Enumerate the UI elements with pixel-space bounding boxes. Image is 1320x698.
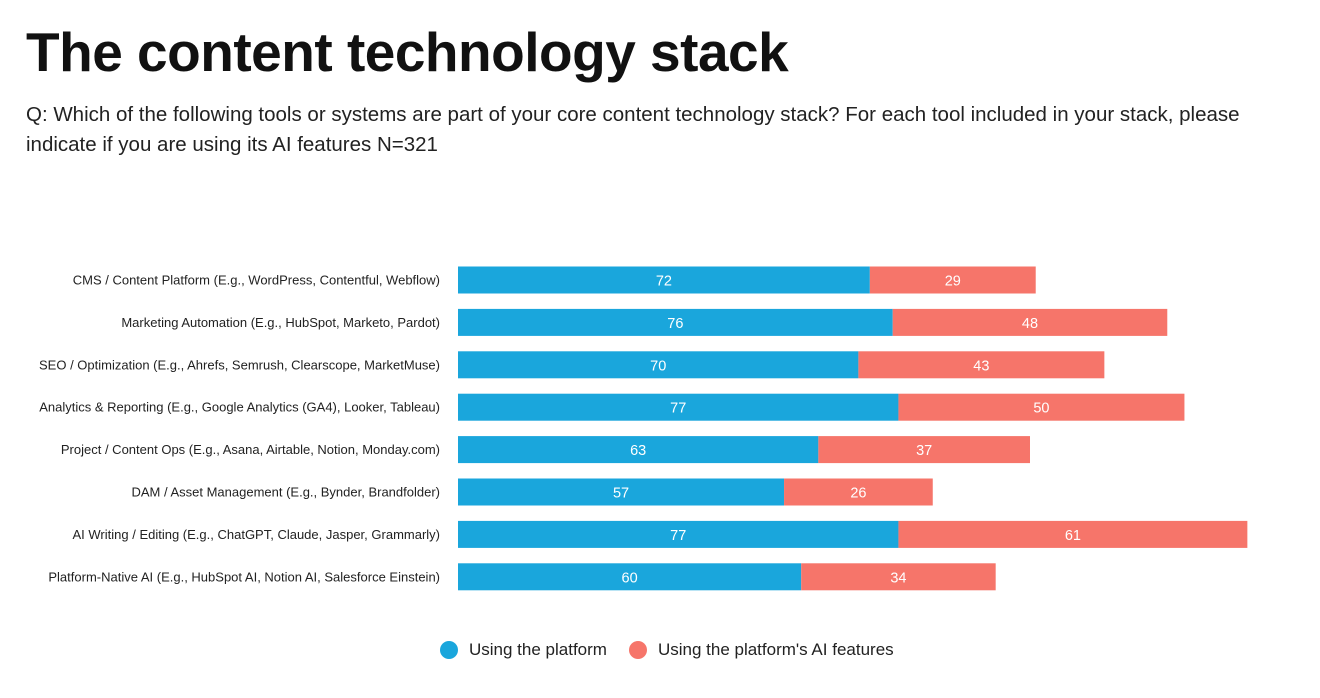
data-label: 37 (916, 443, 932, 459)
legend-label-ai-features: Using the platform's AI features (657, 640, 894, 659)
bar-ai-features (784, 478, 933, 506)
category-label: Marketing Automation (E.g., HubSpot, Mar… (121, 315, 440, 330)
bar-platform (458, 563, 802, 591)
data-label: 57 (613, 486, 629, 502)
data-label: 77 (670, 528, 686, 544)
data-label: 26 (850, 486, 866, 502)
data-label: 77 (670, 401, 686, 417)
legend: Using the platform Using the platform's … (440, 640, 916, 660)
category-label: Analytics & Reporting (E.g., Google Anal… (39, 400, 440, 415)
page-title: The content technology stack (26, 21, 789, 83)
data-label: 63 (630, 443, 646, 459)
category-label: CMS / Content Platform (E.g., WordPress,… (73, 273, 440, 288)
legend-label-platform: Using the platform (469, 640, 607, 659)
legend-item-platform: Using the platform (440, 640, 607, 660)
data-label: 61 (1065, 528, 1081, 544)
category-label: Project / Content Ops (E.g., Asana, Airt… (61, 442, 440, 457)
data-label: 48 (1022, 316, 1038, 332)
legend-item-ai-features: Using the platform's AI features (628, 640, 894, 660)
data-label: 72 (656, 274, 672, 290)
data-label: 70 (650, 358, 666, 374)
bar-ai-features (858, 351, 1105, 379)
data-label: 76 (667, 316, 683, 332)
data-label: 43 (973, 358, 989, 374)
data-label: 60 (622, 570, 638, 586)
category-label: Platform-Native AI (E.g., HubSpot AI, No… (48, 569, 440, 584)
bar-platform (458, 266, 870, 294)
data-label: 29 (945, 274, 961, 290)
bar-platform (458, 478, 785, 506)
bar-ai-features (892, 308, 1168, 336)
bar-ai-features (898, 393, 1185, 421)
category-label: AI Writing / Editing (E.g., ChatGPT, Cla… (73, 527, 441, 542)
category-label: DAM / Asset Management (E.g., Bynder, Br… (131, 485, 440, 500)
category-label: SEO / Optimization (E.g., Ahrefs, Semrus… (39, 357, 440, 372)
legend-swatch-platform (440, 641, 458, 659)
bar-ai-features (801, 563, 996, 591)
bar-ai-features (818, 436, 1030, 464)
bar-ai-features (898, 520, 1248, 548)
data-label: 34 (890, 570, 906, 586)
bar-platform (458, 520, 899, 548)
data-label: 50 (1033, 401, 1049, 417)
bar-platform (458, 436, 819, 464)
chart-subtitle: Q: Which of the following tools or syste… (26, 103, 1240, 156)
bar-platform (458, 393, 899, 421)
bar-platform (458, 351, 859, 379)
legend-swatch-ai-features (628, 641, 647, 659)
bar-platform (458, 308, 893, 336)
bar-ai-features (869, 266, 1036, 294)
